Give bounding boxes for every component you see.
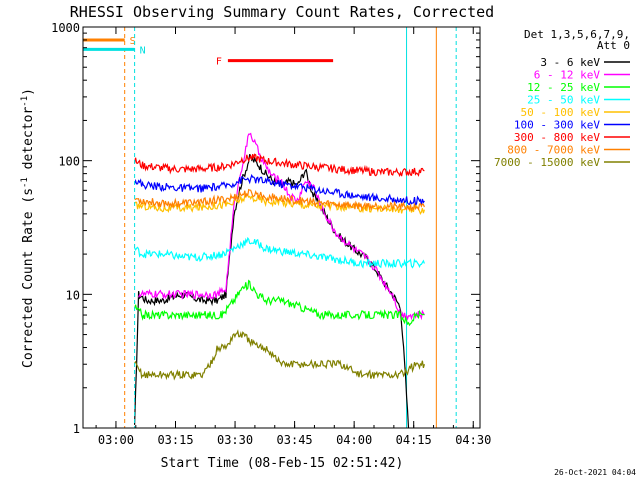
series-line-6 [134,153,425,178]
y-axis-label-sup2: -1 [20,96,30,107]
legend-header-0: Det 1,3,5,6,7,9, [524,28,630,41]
flag-label-1: N [140,45,146,56]
series-line-1 [138,132,425,321]
flag-label-2: F [216,57,222,68]
y-axis-label-main: Corrected Count Rate (s [21,188,36,368]
series-layer [134,132,425,428]
vertical-markers [406,27,457,428]
x-tick-label-2: 03:30 [217,433,253,447]
y-axis-label-mid: detector [21,107,36,178]
series-line-5 [134,173,425,207]
plot-frame [82,26,481,429]
series-line-4 [134,192,425,215]
footer-timestamp: 26-Oct-2021 04:04 [554,468,636,477]
x-tick-label-3: 03:45 [277,433,313,447]
series-line-8 [134,329,425,381]
x-tick-label-0: 03:00 [98,433,134,447]
series-line-2 [134,279,425,327]
x-axis-label: Start Time (08-Feb-15 02:51:42) [161,456,404,471]
legend-label-4: 50 - 100 keV [521,106,601,119]
y-axis-label-sup1: -1 [20,177,30,188]
chart-title: RHESSI Observing Summary Count Rates, Co… [70,3,494,21]
y-tick-label-1: 10 [66,288,80,302]
y-axis: 1 10 100 1000 [51,21,480,436]
legend-label-7: 800 - 7000 keV [507,144,600,157]
legend-label-6: 300 - 800 keV [514,131,600,144]
flag-label-0: S [130,36,136,47]
series-line-3 [134,236,425,269]
legend-header-1: Att 0 [597,39,630,52]
y-axis-label: Corrected Count Rate (s-1 detector-1) [20,88,36,368]
legend-label-2: 12 - 25 keV [527,81,600,94]
y-tick-label-2: 100 [58,155,80,169]
x-tick-label-4: 04:00 [336,433,372,447]
legend-label-8: 7000 - 15000 keV [494,156,600,169]
y-tick-label-0: 1 [73,422,80,436]
x-tick-label-1: 03:15 [157,433,193,447]
legend-label-0: 3 - 6 keV [540,56,600,69]
x-tick-label-5: 04:15 [396,433,432,447]
legend-label-5: 100 - 300 keV [514,119,600,132]
x-axis: 03:00 03:15 03:30 03:45 04:00 04:15 04:30 [95,27,491,447]
legend-label-1: 6 - 12 keV [534,69,601,82]
flags-layer: SN F [83,27,334,428]
series-line-7 [134,188,425,212]
x-tick-label-6: 04:30 [455,433,491,447]
y-tick-label-3: 1000 [51,21,80,35]
y-axis-label-end: ) [21,88,36,96]
legend-label-3: 25 - 50 keV [527,94,600,107]
